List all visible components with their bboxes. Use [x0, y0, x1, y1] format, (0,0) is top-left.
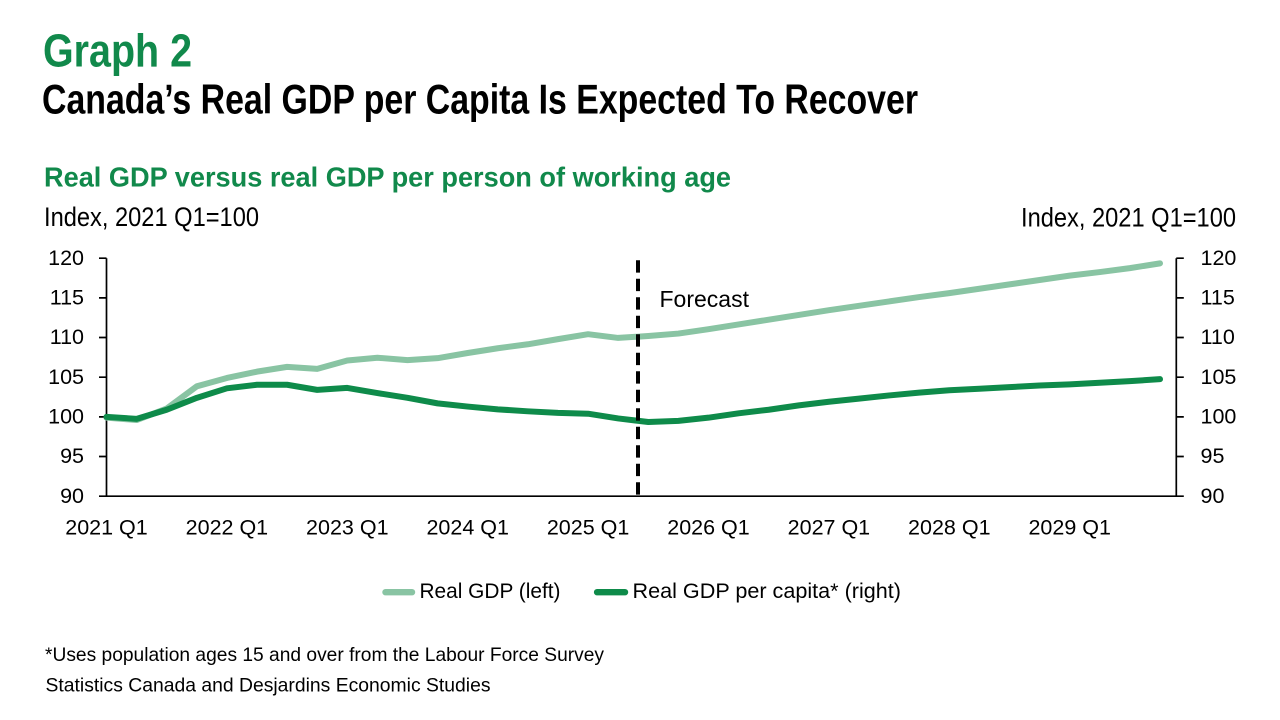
svg-text:2021 Q1: 2021 Q1 [65, 516, 147, 540]
svg-text:Real GDP (left): Real GDP (left) [420, 580, 561, 603]
svg-text:2028 Q1: 2028 Q1 [908, 516, 990, 540]
svg-text:Index, 2021 Q1=100: Index, 2021 Q1=100 [44, 202, 259, 232]
svg-text:100: 100 [48, 404, 84, 428]
svg-text:Graph 2: Graph 2 [43, 25, 192, 77]
svg-text:120: 120 [1201, 246, 1237, 270]
svg-text:120: 120 [48, 246, 84, 270]
svg-text:*Uses population ages 15 and o: *Uses population ages 15 and over from t… [45, 644, 604, 666]
svg-text:2023 Q1: 2023 Q1 [306, 516, 388, 540]
svg-text:2022 Q1: 2022 Q1 [186, 516, 268, 540]
svg-text:Real GDP versus real GDP per p: Real GDP versus real GDP per person of w… [44, 161, 731, 192]
svg-text:Index, 2021 Q1=100: Index, 2021 Q1=100 [1021, 202, 1236, 232]
svg-text:2024 Q1: 2024 Q1 [426, 516, 508, 540]
svg-text:2025 Q1: 2025 Q1 [547, 516, 629, 540]
svg-text:Forecast: Forecast [660, 286, 750, 312]
svg-text:Statistics Canada and Desjardi: Statistics Canada and Desjardins Economi… [46, 674, 491, 696]
svg-text:90: 90 [1201, 484, 1225, 508]
svg-text:2026 Q1: 2026 Q1 [667, 516, 749, 540]
svg-text:2027 Q1: 2027 Q1 [788, 516, 870, 540]
svg-text:95: 95 [1201, 444, 1225, 468]
svg-text:100: 100 [1201, 404, 1237, 428]
svg-text:2029 Q1: 2029 Q1 [1028, 516, 1110, 540]
svg-text:95: 95 [60, 444, 84, 468]
svg-text:Canada’s Real GDP per Capita I: Canada’s Real GDP per Capita Is Expected… [42, 76, 918, 123]
svg-text:Real GDP per capita* (right): Real GDP per capita* (right) [633, 580, 902, 603]
svg-text:105: 105 [48, 365, 84, 389]
svg-text:90: 90 [60, 484, 84, 508]
svg-text:110: 110 [1201, 325, 1235, 349]
svg-text:115: 115 [1201, 285, 1235, 309]
svg-text:115: 115 [50, 285, 84, 309]
svg-text:105: 105 [1201, 365, 1237, 389]
svg-text:110: 110 [50, 325, 84, 349]
